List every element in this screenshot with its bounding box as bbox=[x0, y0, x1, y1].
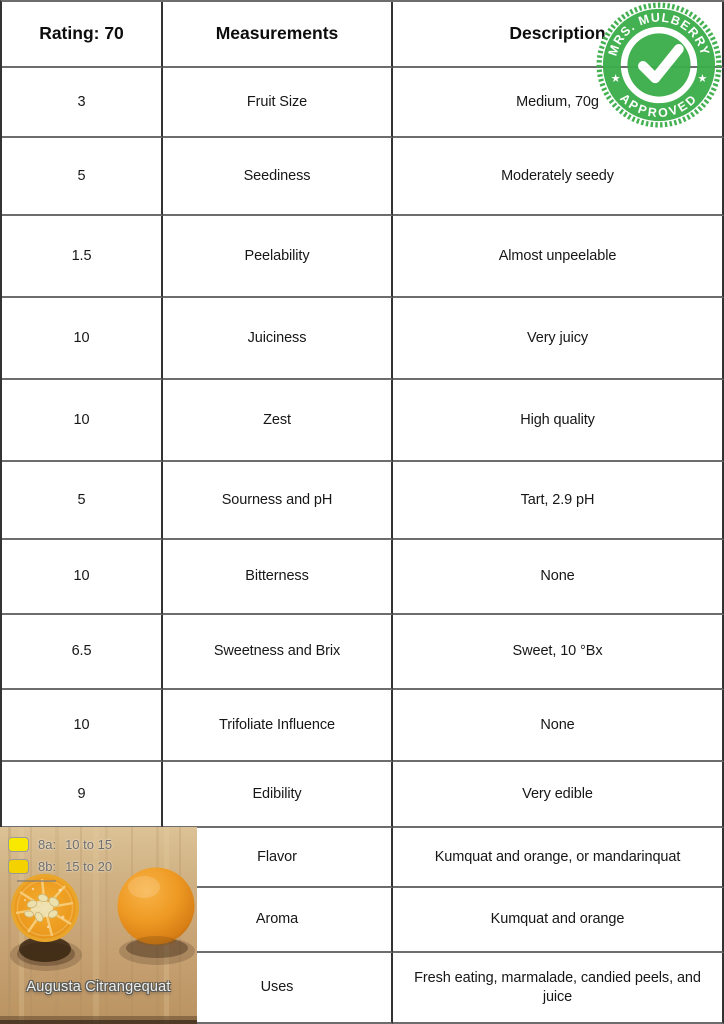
description-value: Sweet, 10 °Bx bbox=[393, 615, 724, 690]
photo-caption: Augusta Citrangequat bbox=[26, 979, 171, 995]
measurement-label: Trifoliate Influence bbox=[163, 690, 393, 762]
measurement-label: Sweetness and Brix bbox=[163, 615, 393, 690]
stamp-text-band bbox=[602, 8, 716, 122]
header-measurements: Measurements bbox=[163, 2, 393, 68]
description-value: Moderately seedy bbox=[393, 138, 724, 216]
rating-value: 9 bbox=[2, 762, 163, 828]
stamp-serrated-edge bbox=[596, 2, 722, 128]
rating-value: 1.5 bbox=[2, 216, 163, 298]
approval-stamp-graphic: MRS. MULBERRY APPROVED ★ ★ bbox=[596, 2, 722, 128]
rating-value: 5 bbox=[2, 462, 163, 540]
zone-label: 8a: bbox=[38, 837, 57, 852]
fruit-photo: 8a: 10 to 15 8b: 15 to 20 Augusta Citran… bbox=[0, 827, 197, 1024]
rating-value: 10 bbox=[2, 380, 163, 462]
zone-range: 15 to 20 bbox=[65, 859, 113, 874]
fruit-photo-graphic bbox=[0, 827, 197, 1024]
rating-value: 10 bbox=[2, 540, 163, 615]
zone-legend-row: 8b: 15 to 20 bbox=[8, 858, 112, 875]
measurement-label: Flavor bbox=[163, 828, 393, 888]
measurement-label: Fruit Size bbox=[163, 68, 393, 138]
whole-fruit bbox=[117, 867, 195, 946]
measurement-label: Sourness and pH bbox=[163, 462, 393, 540]
header-rating: Rating: 70 bbox=[2, 2, 163, 68]
description-value: None bbox=[393, 690, 724, 762]
approval-badge: MRS. MULBERRY APPROVED ★ ★ bbox=[593, 0, 724, 131]
description-value: Very juicy bbox=[393, 298, 724, 380]
fruit-shadows bbox=[10, 936, 195, 971]
measurement-label: Aroma bbox=[163, 888, 393, 953]
rating-value: 3 bbox=[2, 68, 163, 138]
measurement-label: Juiciness bbox=[163, 298, 393, 380]
description-value: Almost unpeelable bbox=[393, 216, 724, 298]
zone-range: 10 to 15 bbox=[65, 837, 113, 852]
measurement-label: Seediness bbox=[163, 138, 393, 216]
description-value: Fresh eating, marmalade, candied peels, … bbox=[393, 953, 724, 1024]
rating-value: 5 bbox=[2, 138, 163, 216]
star-icon: ★ bbox=[611, 73, 621, 85]
measurement-label: Zest bbox=[163, 380, 393, 462]
stamp-center-disc bbox=[627, 33, 691, 97]
seeds bbox=[24, 893, 60, 923]
description-value: None bbox=[393, 540, 724, 615]
zone-swatch bbox=[8, 859, 29, 874]
juice-glints bbox=[23, 887, 65, 929]
header-description: Description bbox=[393, 2, 724, 68]
zone-label: 8b: bbox=[38, 859, 57, 874]
measurement-label: Uses bbox=[163, 953, 393, 1024]
board-edge-shadow bbox=[0, 1020, 197, 1024]
measurement-label: Bitterness bbox=[163, 540, 393, 615]
zone-legend-row: 8a: 10 to 15 bbox=[8, 836, 112, 853]
measurement-label: Edibility bbox=[163, 762, 393, 828]
check-icon bbox=[638, 44, 684, 84]
description-value: Very edible bbox=[393, 762, 724, 828]
description-value: Medium, 70g bbox=[393, 68, 724, 138]
zone-swatch bbox=[8, 837, 29, 852]
description-value: Kumquat and orange, or mandarinquat bbox=[393, 828, 724, 888]
description-value: High quality bbox=[393, 380, 724, 462]
rating-value: 6.5 bbox=[2, 615, 163, 690]
scale-line bbox=[17, 880, 56, 882]
description-value: Kumquat and orange bbox=[393, 888, 724, 953]
rating-value: 10 bbox=[2, 298, 163, 380]
measurement-label: Peelability bbox=[163, 216, 393, 298]
rating-value: 10 bbox=[2, 690, 163, 762]
description-value: Tart, 2.9 pH bbox=[393, 462, 724, 540]
star-icon: ★ bbox=[698, 73, 708, 85]
halved-fruit bbox=[11, 874, 79, 942]
